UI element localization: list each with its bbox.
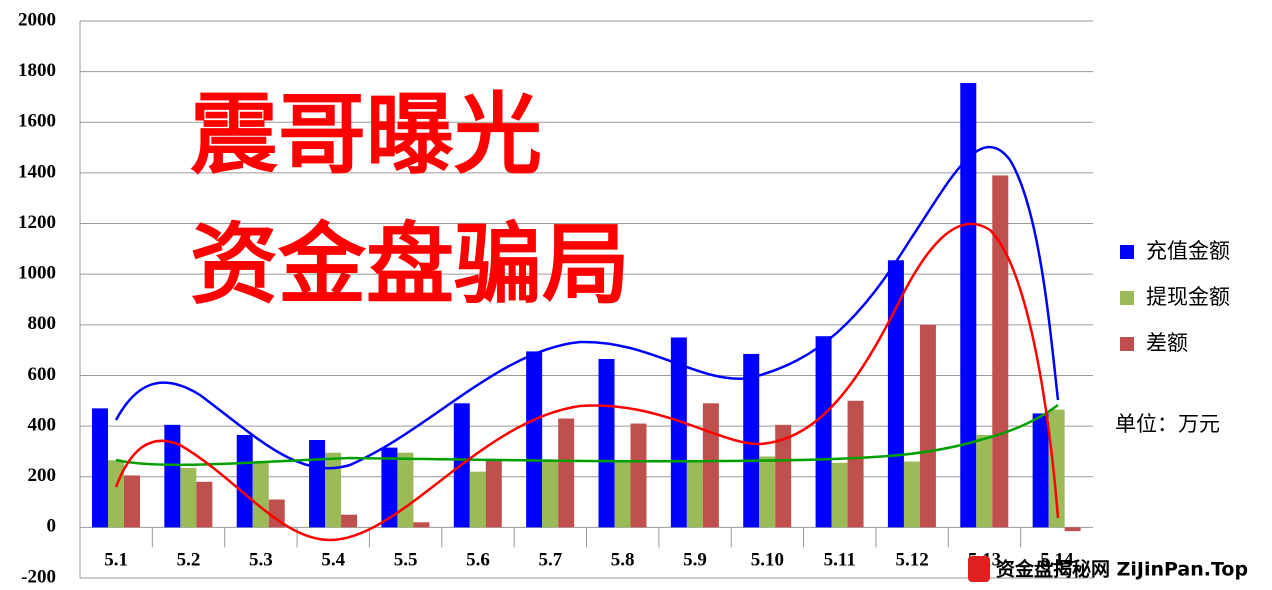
bar <box>381 447 398 528</box>
bar <box>268 499 285 528</box>
y-tick-label: 2000 <box>18 9 56 30</box>
bar <box>180 467 197 528</box>
y-tick-label: 1200 <box>18 212 56 233</box>
y-tick-label: 400 <box>28 414 57 435</box>
y-tick-label: -200 <box>21 566 56 587</box>
bar <box>887 260 904 528</box>
bar <box>976 434 993 528</box>
bar <box>630 423 647 528</box>
legend-swatch <box>1120 245 1134 259</box>
watermark-logo <box>968 556 990 582</box>
x-tick-label: 5.5 <box>394 550 418 571</box>
overlay-title: 资金盘骗局 <box>190 213 630 316</box>
x-tick-label: 5.9 <box>683 550 707 571</box>
bar <box>92 408 108 528</box>
bar <box>686 461 703 528</box>
trend-line <box>114 145 1060 470</box>
bar <box>164 424 181 528</box>
bar <box>196 481 213 528</box>
bar <box>847 400 864 528</box>
trend-line <box>114 222 1060 542</box>
overlay-title: 震哥曝光 <box>190 83 542 186</box>
bar <box>759 456 776 528</box>
legend-label: 差额 <box>1146 331 1188 355</box>
bar <box>992 175 1009 528</box>
y-tick-label: 200 <box>28 465 57 486</box>
bar <box>670 337 687 528</box>
bar <box>236 434 253 528</box>
x-tick-label: 5.6 <box>466 550 490 571</box>
bar <box>309 440 326 528</box>
y-tick-label: 800 <box>28 313 57 334</box>
x-tick-label: 5.8 <box>611 550 635 571</box>
bar <box>341 514 358 528</box>
bar <box>775 424 792 528</box>
bar <box>469 471 486 528</box>
x-tick-label: 5.7 <box>538 550 562 571</box>
bar <box>558 418 575 528</box>
watermark: 资金盘揭秘网 ZiJinPan.Top <box>996 558 1248 581</box>
bar <box>815 336 832 528</box>
y-tick-label: 0 <box>47 516 57 537</box>
y-tick-label: 1000 <box>18 263 56 284</box>
legend-label: 充值金额 <box>1146 239 1230 263</box>
legend-swatch <box>1120 291 1134 305</box>
bar <box>919 324 936 528</box>
x-tick-label: 5.4 <box>321 550 345 571</box>
bar <box>614 461 631 528</box>
bar <box>1048 409 1065 528</box>
bar <box>960 83 977 528</box>
x-tick-label: 5.3 <box>249 550 273 571</box>
bar <box>485 459 502 528</box>
y-tick-label: 1600 <box>18 111 56 132</box>
x-tick-label: 5.12 <box>895 550 928 571</box>
bar <box>831 462 848 528</box>
unit-note: 单位：万元 <box>1115 412 1220 436</box>
bar <box>743 353 760 528</box>
y-tick-label: 1400 <box>18 161 56 182</box>
bar <box>108 460 124 528</box>
bar <box>702 403 719 528</box>
bar <box>124 475 140 528</box>
bar <box>413 522 430 528</box>
y-tick-label: 600 <box>28 364 57 385</box>
legend-label: 提现金额 <box>1146 285 1230 309</box>
x-tick-label: 5.2 <box>177 550 201 571</box>
x-tick-label: 5.10 <box>751 550 784 571</box>
bar <box>1064 527 1081 532</box>
bar <box>903 461 920 528</box>
bar <box>598 358 615 528</box>
bar <box>325 452 342 528</box>
bar <box>397 452 414 528</box>
bar <box>526 351 543 528</box>
x-tick-label: 5.1 <box>104 550 128 571</box>
bar <box>1032 413 1049 528</box>
bar <box>542 460 559 528</box>
trend-line <box>115 404 1059 467</box>
y-tick-label: 1800 <box>18 60 56 81</box>
x-tick-label: 5.11 <box>824 550 856 571</box>
x-tick-label: 5.14 <box>1040 550 1074 571</box>
legend-swatch <box>1120 337 1134 351</box>
bar <box>252 462 269 528</box>
